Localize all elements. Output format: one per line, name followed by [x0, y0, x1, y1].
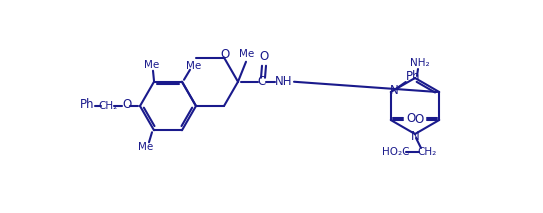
Text: Me: Me	[144, 60, 160, 70]
Text: Me: Me	[239, 49, 255, 59]
Text: Me: Me	[138, 142, 154, 152]
Text: O: O	[122, 98, 131, 111]
Text: C: C	[258, 75, 266, 88]
Text: NH₂: NH₂	[410, 58, 430, 68]
Text: HO₂C: HO₂C	[382, 147, 410, 157]
Text: Me: Me	[186, 61, 201, 71]
Text: O: O	[260, 50, 269, 63]
Text: NH: NH	[275, 75, 293, 88]
Text: O: O	[220, 48, 230, 61]
Text: O: O	[406, 112, 415, 125]
Text: Ph: Ph	[406, 69, 420, 82]
Text: N: N	[389, 85, 398, 98]
Text: N: N	[411, 131, 419, 144]
Text: Ph: Ph	[80, 98, 94, 111]
Text: O: O	[415, 112, 424, 125]
Text: CH₂: CH₂	[98, 101, 118, 111]
Text: CH₂: CH₂	[418, 147, 437, 157]
